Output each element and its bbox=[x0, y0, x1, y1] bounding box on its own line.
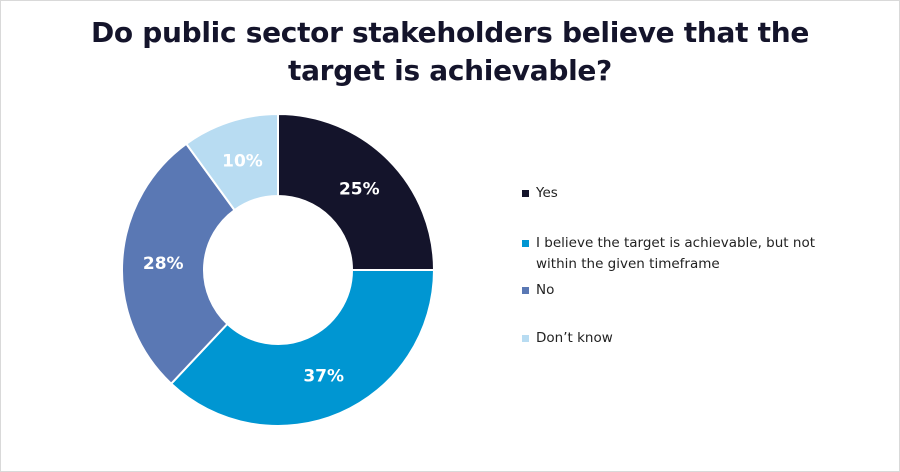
legend-label-achievable-not-in-timeframe: I believe the target is achievable, but … bbox=[536, 235, 815, 272]
slice-achievable-not-in-timeframe bbox=[169, 269, 436, 427]
legend-swatch-achievable-not-in-timeframe bbox=[522, 240, 529, 247]
legend-swatch-no bbox=[522, 287, 529, 294]
legend-item-achievable-not-in-timeframe: I believe the target is achievable, but … bbox=[522, 233, 846, 275]
chart-title-line-2: target is achievable? bbox=[288, 54, 612, 87]
chart-title: Do public sector stakeholders believe th… bbox=[0, 14, 900, 90]
legend-item-dont-know: Don’t know bbox=[522, 328, 846, 349]
data-label-yes: 25% bbox=[339, 180, 380, 200]
data-label-no: 28% bbox=[143, 254, 184, 274]
legend-label-yes: Yes bbox=[536, 185, 558, 201]
data-label-dont-know: 10% bbox=[222, 152, 263, 172]
legend-label-no: No bbox=[536, 282, 555, 298]
legend-swatch-yes bbox=[522, 190, 529, 197]
legend-swatch-dont-know bbox=[522, 335, 529, 342]
chart-title-line-1: Do public sector stakeholders believe th… bbox=[90, 16, 810, 49]
legend-label-dont-know: Don’t know bbox=[536, 330, 613, 346]
slice-no bbox=[121, 142, 236, 386]
slice-yes bbox=[277, 112, 436, 271]
slice-dont-know bbox=[184, 112, 279, 212]
legend-item-no: No bbox=[522, 280, 846, 301]
data-label-achievable-not-in-timeframe: 37% bbox=[303, 367, 344, 387]
legend-item-yes: Yes bbox=[522, 183, 846, 204]
